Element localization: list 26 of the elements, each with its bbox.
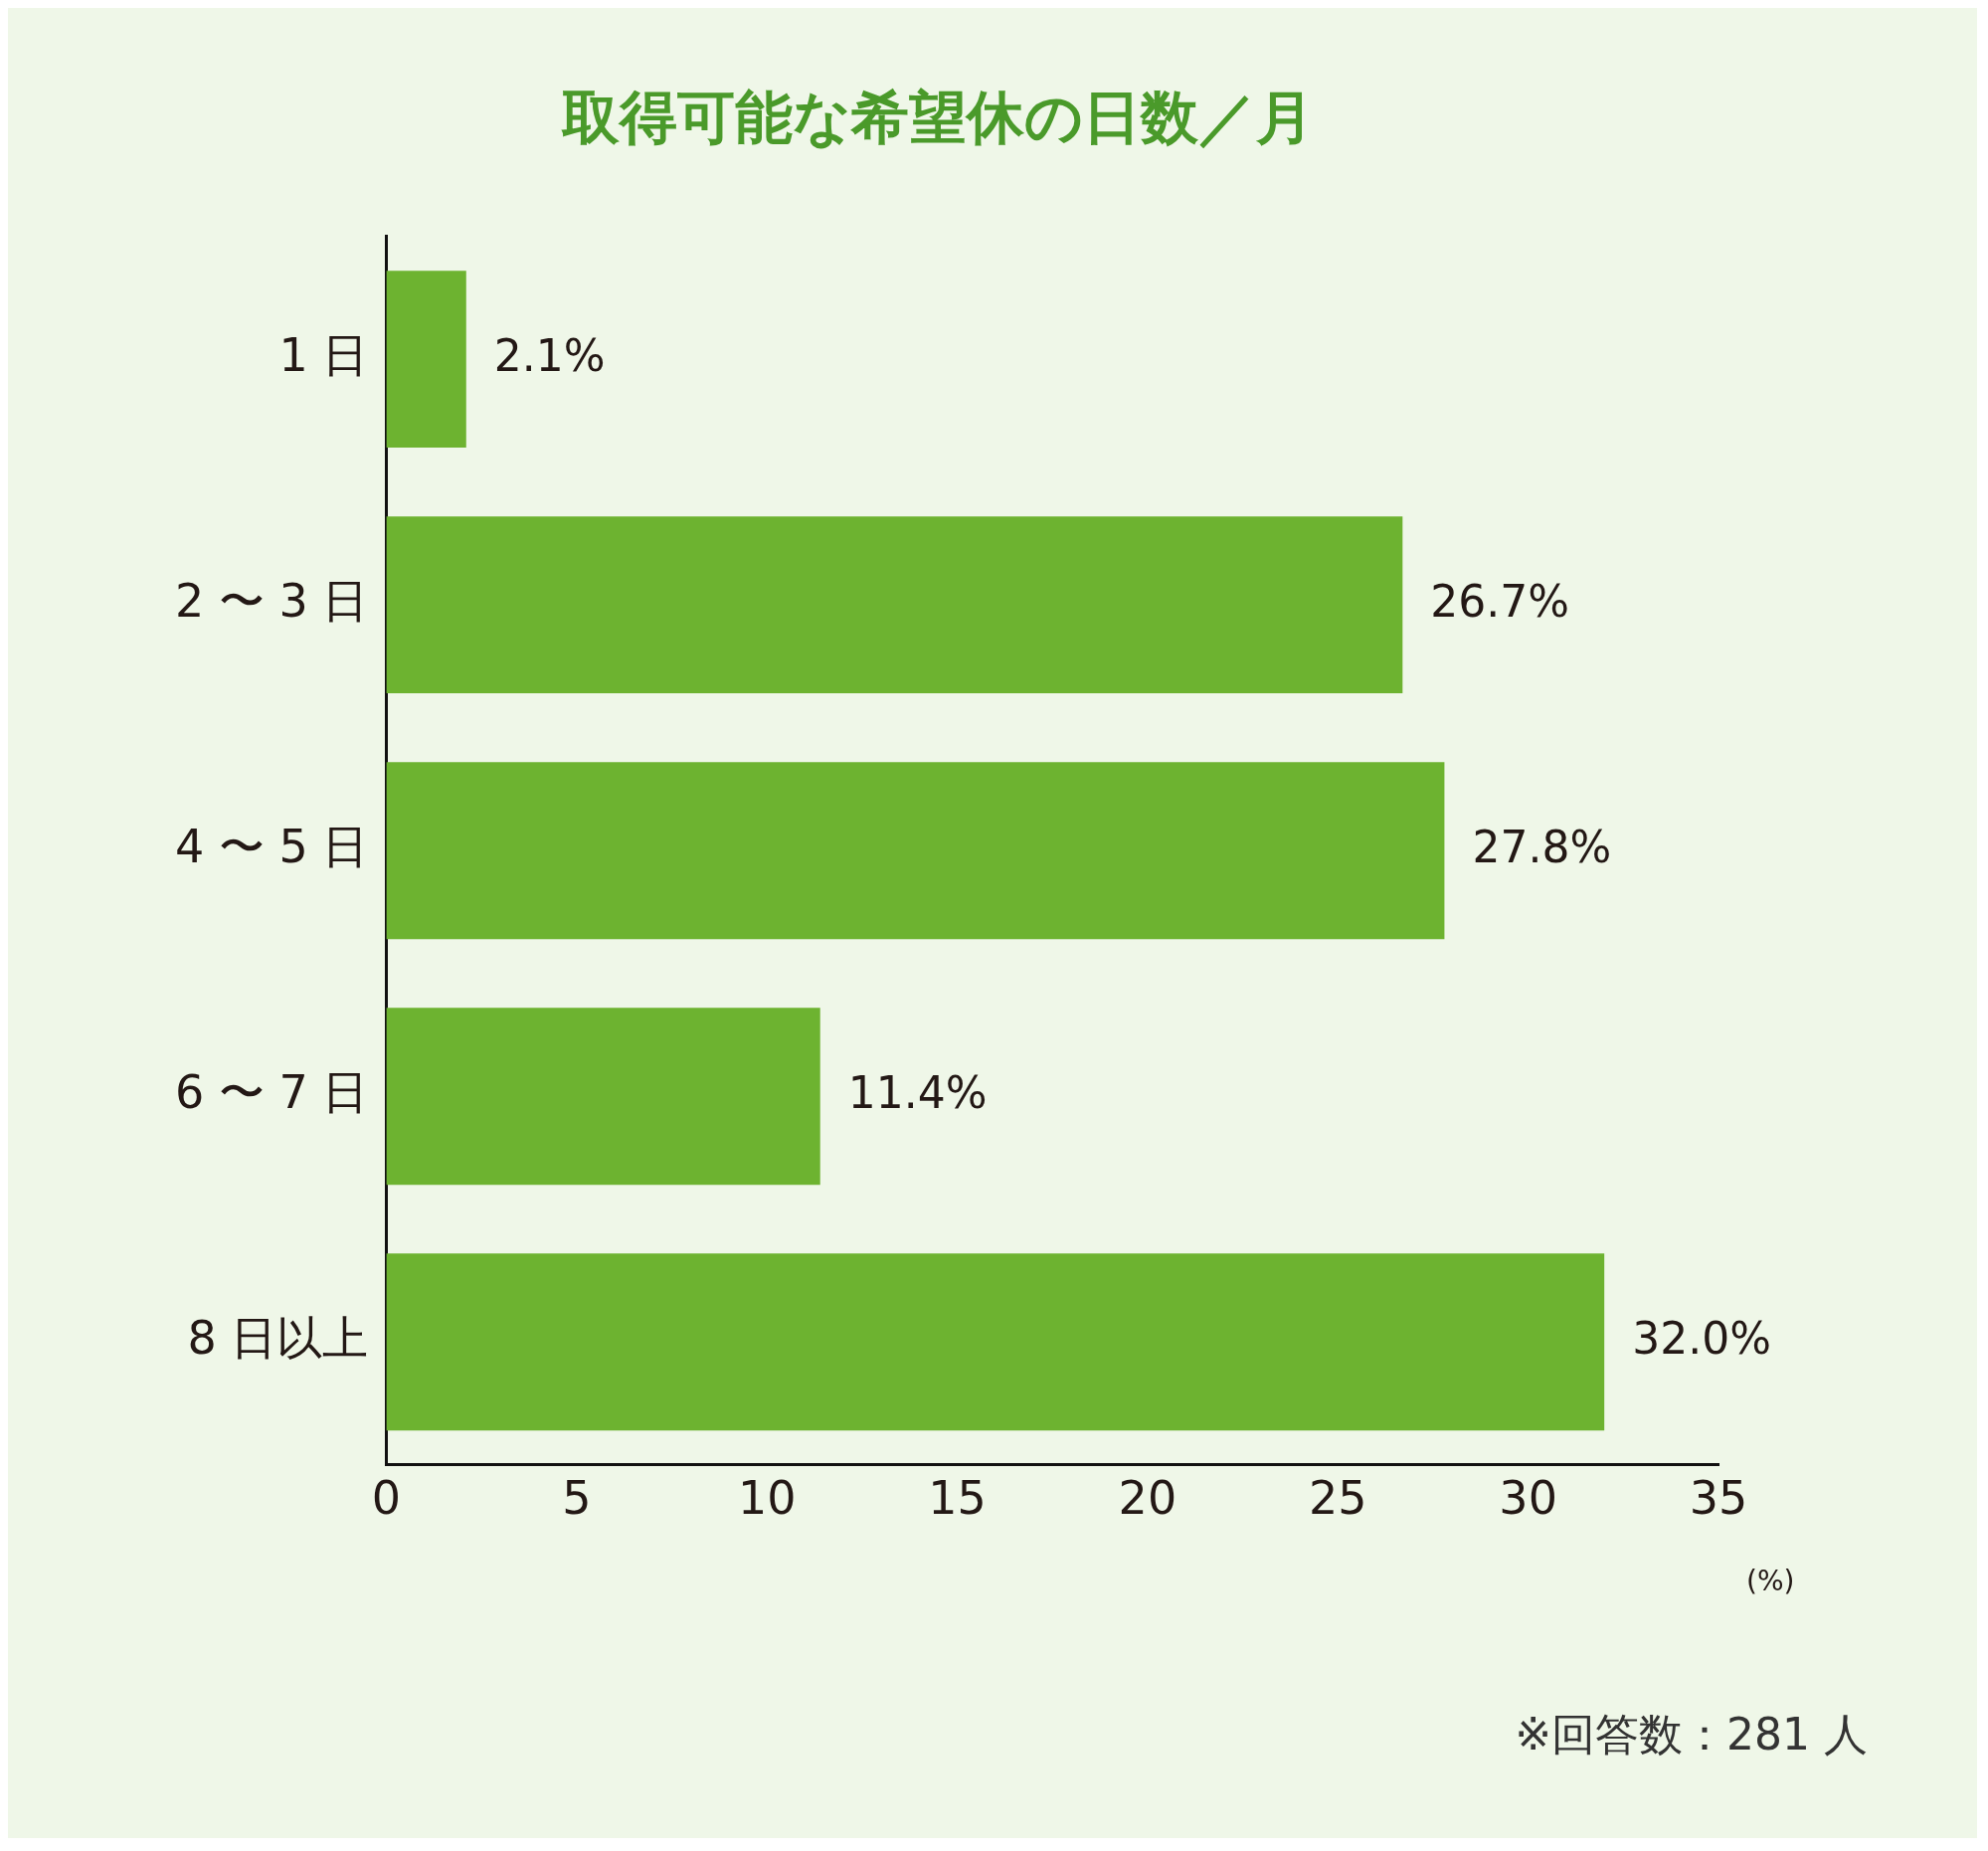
bar xyxy=(386,1008,820,1186)
y-tick-label: 6 〜 7 日 xyxy=(174,1065,369,1120)
bar xyxy=(386,516,1403,694)
x-tick-label: 20 xyxy=(1118,1471,1177,1526)
bar xyxy=(386,1253,1605,1431)
x-tick-label: 15 xyxy=(928,1471,987,1526)
y-tick-label: 1 日 xyxy=(278,328,369,383)
y-tick-label: 2 〜 3 日 xyxy=(174,574,369,629)
data-label: 11.4% xyxy=(847,1066,988,1118)
x-tick-label: 5 xyxy=(562,1471,592,1526)
data-label: 26.7% xyxy=(1430,575,1570,627)
data-label: 32.0% xyxy=(1632,1312,1771,1364)
data-label: 27.8% xyxy=(1472,821,1612,872)
x-tick-label: 0 xyxy=(371,1471,402,1526)
y-tick-label: 8 日以上 xyxy=(187,1311,369,1366)
x-tick-label: 35 xyxy=(1689,1471,1748,1526)
bar xyxy=(386,271,466,449)
text: ※回答数：281 人 xyxy=(1515,1709,1868,1760)
data-label: 2.1% xyxy=(493,329,606,381)
chart-title: 取得可能な希望休の日数／月 xyxy=(561,83,1314,151)
x-axis-title: (%) xyxy=(1746,1565,1795,1598)
y-tick-label: 4 〜 5 日 xyxy=(174,820,369,874)
bar xyxy=(386,762,1445,940)
x-tick-label: 10 xyxy=(737,1471,797,1526)
x-tick-label: 25 xyxy=(1308,1471,1367,1526)
x-tick-label: 30 xyxy=(1499,1471,1557,1526)
